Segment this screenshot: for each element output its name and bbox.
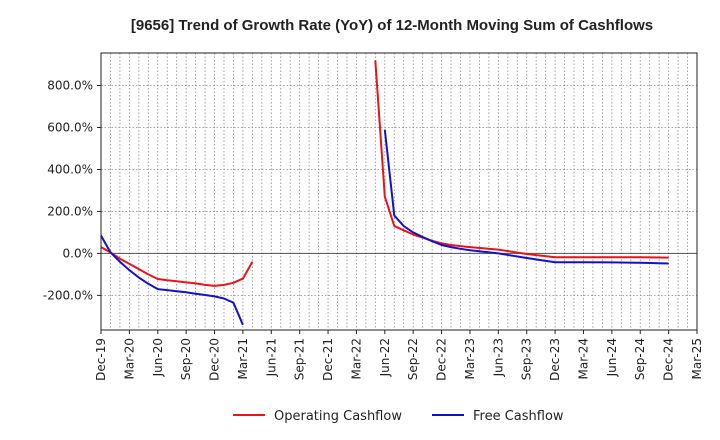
- y-tick-label: 400.0%: [47, 162, 93, 176]
- x-tick-label: Jun-21: [264, 338, 278, 377]
- legend: Operating Cashflow Free Cashflow: [233, 409, 564, 424]
- series-layer: [100, 60, 669, 326]
- x-tick-label: Dec-21: [321, 338, 335, 381]
- x-tick-label: Dec-23: [548, 338, 562, 381]
- plot-frame: [100, 52, 698, 331]
- x-tick-label: Jun-20: [151, 338, 165, 377]
- x-axis: Dec-19 Mar-20 Jun-20 Sep-20 Dec-20 Mar-21 Jun-…: [94, 330, 704, 381]
- series-line-operating-cashflow: [100, 246, 254, 287]
- x-tick-label: Mar-21: [236, 338, 250, 379]
- x-tick-label: Mar-25: [690, 338, 704, 379]
- x-tick-label: Jun-22: [378, 338, 392, 377]
- x-tick-label: Sep-20: [179, 338, 193, 380]
- y-tick-label: 0.0%: [63, 246, 94, 260]
- x-tick-label: Sep-23: [520, 338, 534, 380]
- x-tick-label: Mar-22: [349, 338, 363, 379]
- y-tick-label: 200.0%: [47, 204, 93, 218]
- x-tick-label: Sep-21: [293, 338, 307, 380]
- legend-label: Operating Cashflow: [274, 409, 402, 424]
- x-tick-label: Mar-23: [463, 338, 477, 379]
- x-tick-label: Dec-22: [435, 338, 449, 381]
- x-tick-label: Jun-24: [605, 338, 619, 377]
- x-tick-label: Mar-20: [122, 338, 136, 379]
- grid-layer: [101, 53, 697, 330]
- legend-label: Free Cashflow: [473, 409, 564, 424]
- series-line-operating-cashflow: [374, 60, 669, 259]
- x-tick-label: Sep-24: [633, 338, 647, 380]
- y-tick-label: -200.0%: [43, 288, 93, 302]
- series-line-free-cashflow: [100, 235, 244, 326]
- x-tick-label: Sep-22: [406, 338, 420, 380]
- x-tick-label: Dec-24: [662, 338, 676, 381]
- y-tick-label: 600.0%: [47, 120, 93, 134]
- x-tick-label: Dec-20: [208, 338, 222, 381]
- x-tick-label: Jun-23: [491, 338, 505, 377]
- x-tick-label: Dec-19: [94, 338, 108, 381]
- series-line-free-cashflow: [383, 129, 669, 265]
- y-axis: -200.0% 0.0% 200.0% 400.0% 600.0% 800.0%: [43, 79, 101, 302]
- y-tick-label: 800.0%: [47, 79, 93, 93]
- x-tick-label: Mar-24: [576, 338, 590, 379]
- chart-title: [9656] Trend of Growth Rate (YoY) of 12-…: [131, 17, 653, 34]
